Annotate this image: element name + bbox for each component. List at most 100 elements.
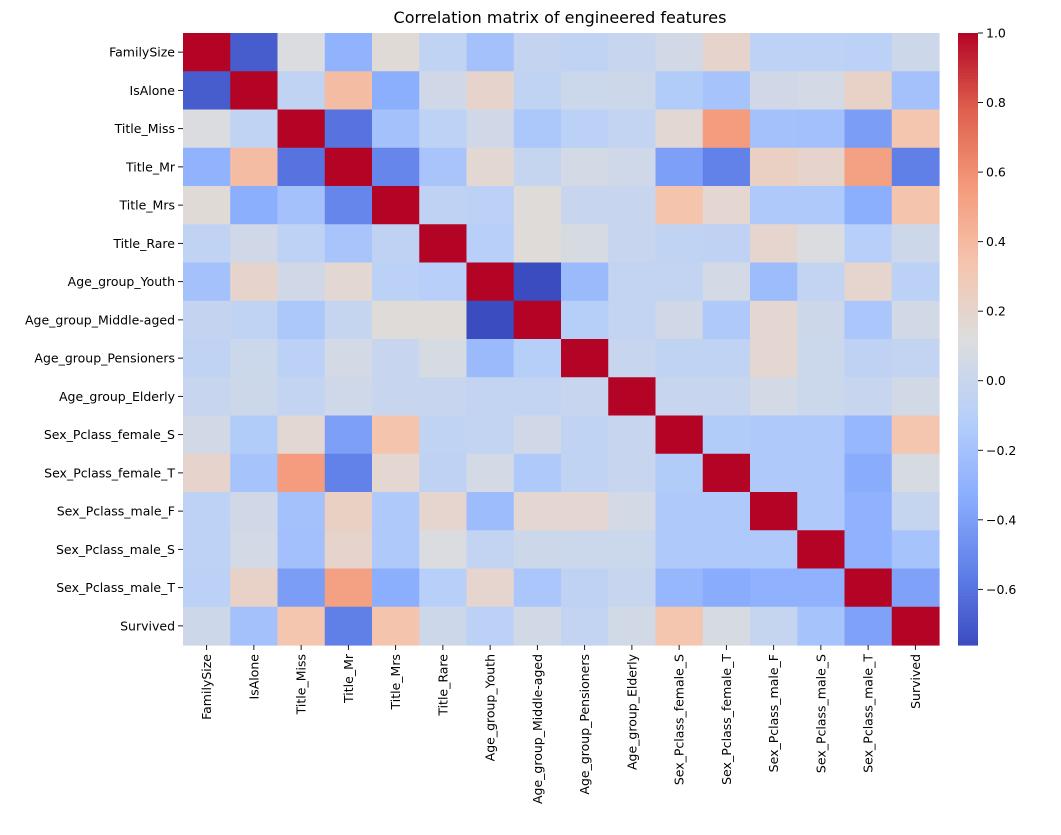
heatmap-cell — [797, 262, 846, 302]
heatmap-cell — [655, 71, 704, 111]
colorbar-segment — [958, 85, 978, 89]
heatmap-cell — [230, 377, 279, 417]
heatmap-cell — [797, 33, 846, 72]
colorbar-segment — [958, 210, 978, 215]
heatmap-cell — [655, 147, 704, 187]
heatmap-cell — [324, 415, 373, 455]
colorbar-segment — [958, 568, 978, 573]
heatmap-cell — [324, 300, 373, 340]
colorbar-segment — [958, 118, 978, 123]
heatmap-cell — [608, 606, 657, 646]
colorbar-segment — [958, 449, 978, 453]
colorbar-segment — [958, 97, 978, 101]
heatmap-cell — [702, 453, 751, 493]
heatmap-cell — [466, 109, 515, 149]
colorbar-segment — [958, 170, 978, 175]
colorbar-segment — [958, 45, 978, 49]
heatmap-cell — [750, 147, 798, 187]
heatmap-cell — [702, 147, 751, 187]
colorbar-segment — [958, 602, 978, 606]
colorbar-segment — [958, 164, 978, 169]
heatmap-cell — [891, 377, 940, 417]
heatmap-cell — [750, 415, 798, 455]
heatmap-cell — [277, 186, 326, 225]
colorbar-segment — [958, 485, 978, 490]
heatmap-cell — [844, 377, 893, 417]
heatmap-cell — [324, 262, 373, 302]
colorbar-segment — [958, 482, 978, 487]
colorbar-segment — [958, 274, 978, 279]
heatmap-cell — [797, 568, 846, 608]
heatmap-cell — [372, 339, 420, 378]
y-tick-label: FamilySize — [109, 45, 175, 60]
heatmap-cell — [655, 606, 704, 646]
heatmap-cell — [372, 300, 420, 340]
colorbar-segment — [958, 195, 978, 199]
colorbar-segment — [958, 427, 978, 432]
heatmap-cell — [561, 224, 609, 264]
colorbar-segment — [958, 443, 978, 447]
heatmap-cell — [608, 339, 657, 378]
heatmap-cell — [277, 415, 326, 455]
heatmap-cell — [513, 300, 562, 340]
colorbar-segment — [958, 302, 978, 306]
heatmap-cell — [561, 300, 609, 340]
heatmap-cell — [561, 109, 609, 149]
heatmap-cell — [702, 224, 751, 264]
heatmap-cell — [797, 224, 846, 264]
heatmap-cell — [561, 33, 609, 72]
colorbar-segment — [958, 213, 978, 218]
heatmap-cell — [513, 262, 562, 302]
colorbar-segment — [958, 571, 978, 576]
colorbar-segment — [958, 366, 978, 371]
heatmap-cell — [324, 224, 373, 264]
colorbar-segment — [958, 537, 978, 542]
heatmap-cell — [513, 568, 562, 608]
heatmap-cell — [230, 568, 279, 608]
colorbar-segment — [958, 519, 978, 524]
heatmap-cell — [324, 33, 373, 72]
colorbar-segment — [958, 492, 978, 496]
heatmap-cells — [183, 33, 940, 646]
colorbar-segment — [958, 501, 978, 505]
heatmap-cell — [844, 147, 893, 187]
heatmap-cell — [702, 492, 751, 531]
heatmap-cell — [419, 300, 468, 340]
colorbar-segment — [958, 611, 978, 615]
colorbar-segment — [958, 574, 978, 579]
heatmap-cell — [750, 224, 798, 264]
heatmap-cell — [891, 415, 940, 455]
heatmap-cell — [230, 262, 279, 302]
colorbar-segment — [958, 507, 978, 511]
colorbar-segment — [958, 580, 978, 585]
colorbar-segment — [958, 528, 978, 533]
colorbar-segment — [958, 342, 978, 346]
heatmap-cell — [891, 492, 940, 531]
colorbar-tick-label: 0.2 — [986, 304, 1006, 319]
heatmap-cell — [750, 453, 798, 493]
heatmap-cell — [608, 492, 657, 531]
heatmap-cell — [608, 147, 657, 187]
heatmap-cell — [891, 262, 940, 302]
heatmap-cell — [466, 224, 515, 264]
colorbar-segment — [958, 354, 978, 358]
colorbar-segment — [958, 544, 978, 548]
colorbar-segment — [958, 421, 978, 426]
heatmap-cell — [372, 453, 420, 493]
heatmap-cell — [702, 606, 751, 646]
heatmap-cell — [372, 606, 420, 646]
colorbar-segment — [958, 381, 978, 386]
heatmap-cell — [419, 530, 468, 570]
colorbar-segment — [958, 124, 978, 129]
heatmap-cell — [230, 224, 279, 264]
colorbar-segment — [958, 378, 978, 383]
colorbar-segment — [958, 130, 978, 135]
colorbar-segment — [958, 436, 978, 441]
y-tick-label: Title_Mr — [125, 159, 176, 174]
colorbar-segment — [958, 192, 978, 196]
colorbar-segment — [958, 400, 978, 404]
colorbar-segment — [958, 167, 978, 172]
colorbar-segment — [958, 394, 978, 398]
heatmap-cell — [513, 224, 562, 264]
heatmap-cell — [466, 492, 515, 531]
